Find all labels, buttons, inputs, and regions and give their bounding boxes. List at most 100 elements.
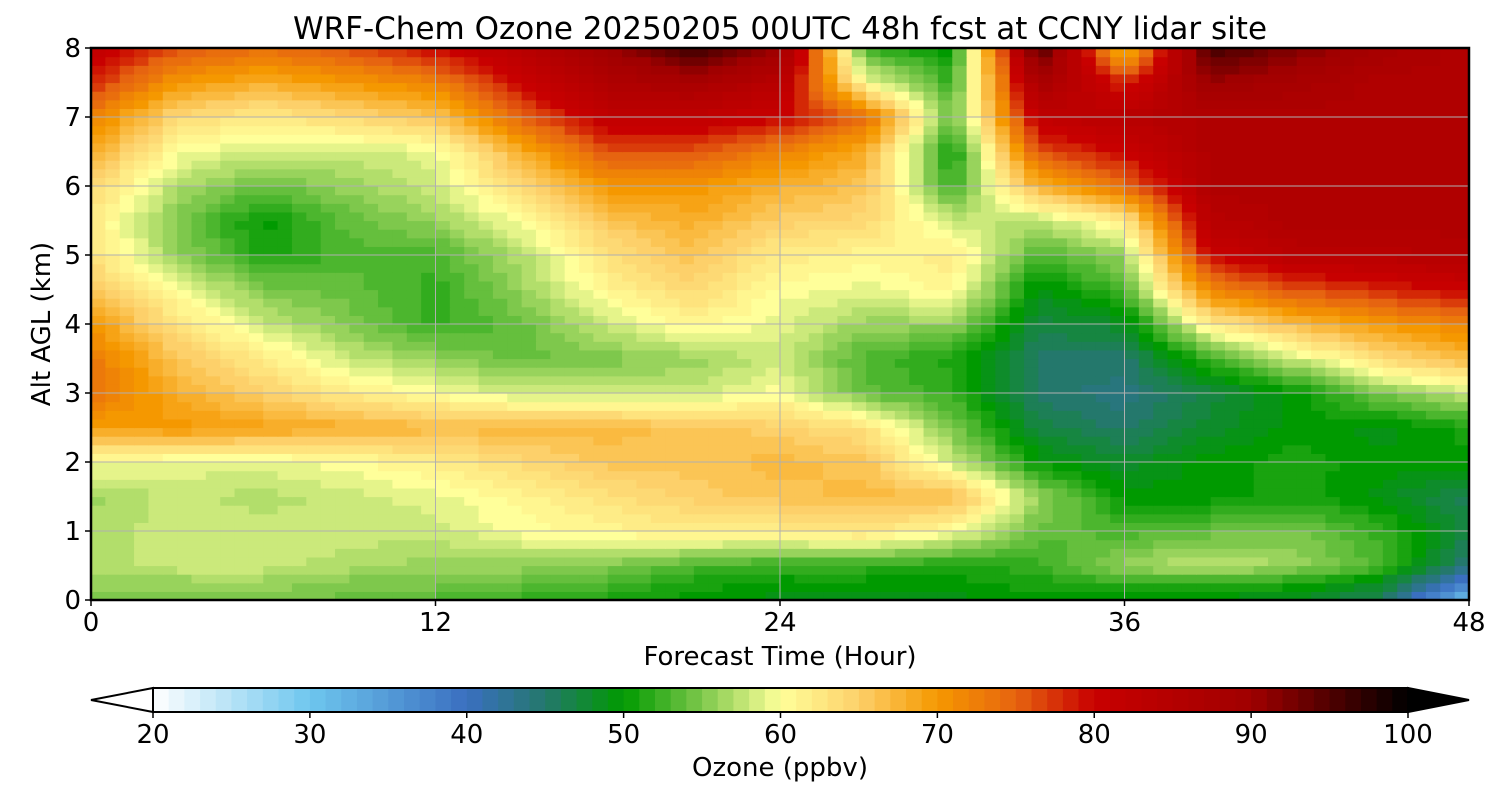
heatmap-cell: [866, 574, 882, 584]
heatmap-cell: [564, 522, 580, 532]
heatmap-cell: [1224, 410, 1240, 420]
heatmap-cell: [823, 444, 839, 454]
heatmap-cell: [765, 211, 781, 222]
heatmap-cell: [1124, 591, 1140, 601]
heatmap-cell: [191, 160, 207, 170]
heatmap-cell: [134, 194, 150, 204]
heatmap-cell: [1454, 548, 1470, 558]
heatmap-cell: [521, 341, 537, 351]
heatmap-cell: [1339, 444, 1355, 454]
heatmap-cell: [607, 427, 623, 437]
heatmap-cell: [923, 341, 939, 351]
heatmap-cell: [751, 418, 767, 429]
heatmap-cell: [134, 470, 150, 480]
heatmap-cell: [794, 556, 810, 567]
heatmap-cell: [1325, 237, 1341, 247]
heatmap-cell: [693, 220, 709, 230]
heatmap-cell: [995, 418, 1011, 429]
heatmap-cell: [306, 565, 322, 575]
heatmap-cell: [1138, 591, 1154, 601]
heatmap-cell: [392, 427, 408, 437]
heatmap-cell: [148, 160, 164, 170]
heatmap-cell: [335, 211, 350, 222]
heatmap-cell: [1067, 220, 1083, 230]
heatmap-cell: [607, 479, 623, 489]
heatmap-cell: [191, 574, 207, 584]
heatmap-cell: [320, 229, 336, 239]
heatmap-cell: [708, 289, 724, 299]
heatmap-cell: [1411, 151, 1427, 161]
heatmap-cell: [220, 548, 236, 558]
heatmap-cell: [622, 462, 638, 472]
heatmap-cell: [1253, 332, 1269, 342]
heatmap-cell: [1153, 177, 1169, 187]
heatmap-cell: [1167, 384, 1183, 394]
heatmap-cell: [234, 315, 250, 325]
heatmap-cell: [162, 168, 178, 178]
heatmap-cell: [507, 246, 523, 256]
heatmap-cell: [421, 263, 437, 273]
heatmap-cell: [306, 229, 322, 239]
heatmap-cell: [535, 479, 551, 489]
heatmap-cell: [823, 556, 839, 567]
heatmap-cell: [1052, 427, 1068, 437]
heatmap-cell: [665, 211, 681, 222]
heatmap-cell: [406, 444, 422, 454]
heatmap-cell: [1268, 246, 1283, 256]
heatmap-cell: [521, 470, 537, 480]
heatmap-cell: [91, 142, 106, 153]
heatmap-cell: [1181, 410, 1197, 420]
heatmap-cell: [119, 522, 135, 532]
heatmap-cell: [1095, 229, 1111, 239]
heatmap-cell: [449, 427, 465, 437]
heatmap-cell: [1425, 574, 1441, 584]
heatmap-cell: [1454, 229, 1470, 239]
heatmap-cell: [220, 496, 236, 506]
heatmap-cell: [320, 427, 336, 437]
heatmap-cell: [521, 565, 537, 575]
heatmap-cell: [1311, 393, 1327, 403]
heatmap-cell: [220, 582, 236, 592]
heatmap-cell: [291, 341, 307, 351]
heatmap-cell: [593, 263, 609, 273]
heatmap-cell: [564, 505, 580, 515]
heatmap-cell: [923, 522, 939, 532]
heatmap-cell: [837, 220, 853, 230]
heatmap-cell: [191, 453, 207, 463]
heatmap-cell: [1167, 505, 1183, 515]
heatmap-cell: [966, 444, 982, 454]
heatmap-cell: [1095, 298, 1111, 308]
heatmap-cell: [780, 427, 795, 437]
heatmap-cell: [1382, 522, 1398, 532]
heatmap-cell: [980, 496, 996, 506]
heatmap-cell: [550, 384, 566, 394]
heatmap-cell: [1038, 229, 1054, 239]
heatmap-cell: [1124, 211, 1140, 222]
heatmap-cell: [535, 401, 551, 411]
heatmap-cell: [277, 427, 293, 437]
heatmap-cell: [1167, 289, 1183, 299]
heatmap-cell: [134, 462, 150, 472]
heatmap-cells: [91, 48, 1470, 601]
heatmap-cell: [1282, 229, 1298, 239]
heatmap-cell: [1311, 539, 1327, 549]
heatmap-cell: [1224, 168, 1240, 178]
heatmap-cell: [937, 272, 953, 282]
heatmap-cell: [894, 203, 910, 213]
heatmap-cell: [952, 255, 968, 265]
heatmap-cell: [980, 410, 996, 420]
heatmap-cell: [205, 487, 221, 498]
heatmap-cell: [966, 513, 982, 523]
heatmap-cell: [952, 298, 968, 308]
heatmap-cell: [134, 246, 150, 256]
heatmap-cell: [1411, 565, 1427, 575]
heatmap-cell: [1081, 263, 1097, 273]
heatmap-cell: [363, 324, 379, 334]
heatmap-cell: [421, 531, 437, 541]
heatmap-cell: [564, 384, 580, 394]
heatmap-cell: [1268, 444, 1283, 454]
heatmap-cell: [1368, 246, 1384, 256]
heatmap-cell: [1052, 332, 1068, 342]
heatmap-cell: [1167, 427, 1183, 437]
heatmap-cell: [205, 393, 221, 403]
